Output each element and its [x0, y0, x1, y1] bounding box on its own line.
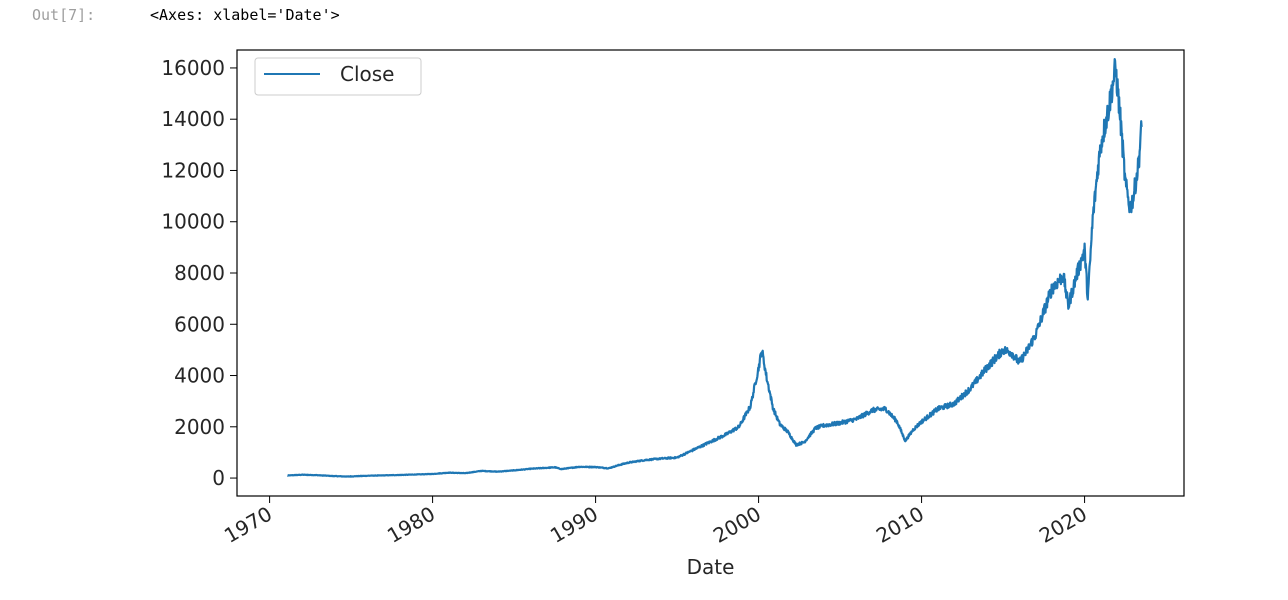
output-prompt: Out[7]: — [32, 6, 96, 24]
x-tick-label: 1970 — [220, 502, 276, 548]
y-tick-label: 12000 — [161, 158, 225, 182]
axes-frame — [236, 49, 1185, 497]
output-repr-text: <Axes: xlabel='Date'> — [150, 6, 340, 24]
x-tick-label: 1980 — [383, 502, 439, 548]
y-tick-label: 2000 — [174, 415, 225, 439]
series-line-close — [286, 58, 1143, 478]
x-tick-label: 2000 — [709, 502, 765, 548]
y-axis: 0 2000 4000 6000 8000 10000 12000 14000 16000 — [161, 56, 237, 490]
x-axis-label: Date — [687, 555, 735, 579]
y-tick-label: 16000 — [161, 56, 225, 80]
x-axis: 1970 1980 1990 2000 2010 2020 — [220, 496, 1091, 548]
y-tick-label: 6000 — [174, 312, 225, 336]
legend-label-close: Close — [340, 62, 394, 86]
y-tick-label: 10000 — [161, 210, 225, 234]
x-tick-label: 2010 — [872, 502, 928, 548]
y-tick-label: 8000 — [174, 261, 225, 285]
x-tick-label: 1990 — [546, 502, 602, 548]
x-tick-label: 2020 — [1035, 502, 1091, 548]
y-tick-label: 4000 — [174, 364, 225, 388]
plot-area — [286, 58, 1143, 478]
y-tick-label: 14000 — [161, 107, 225, 131]
legend: Close — [254, 57, 422, 96]
legend-box — [254, 57, 422, 96]
y-tick-label: 0 — [212, 466, 225, 490]
